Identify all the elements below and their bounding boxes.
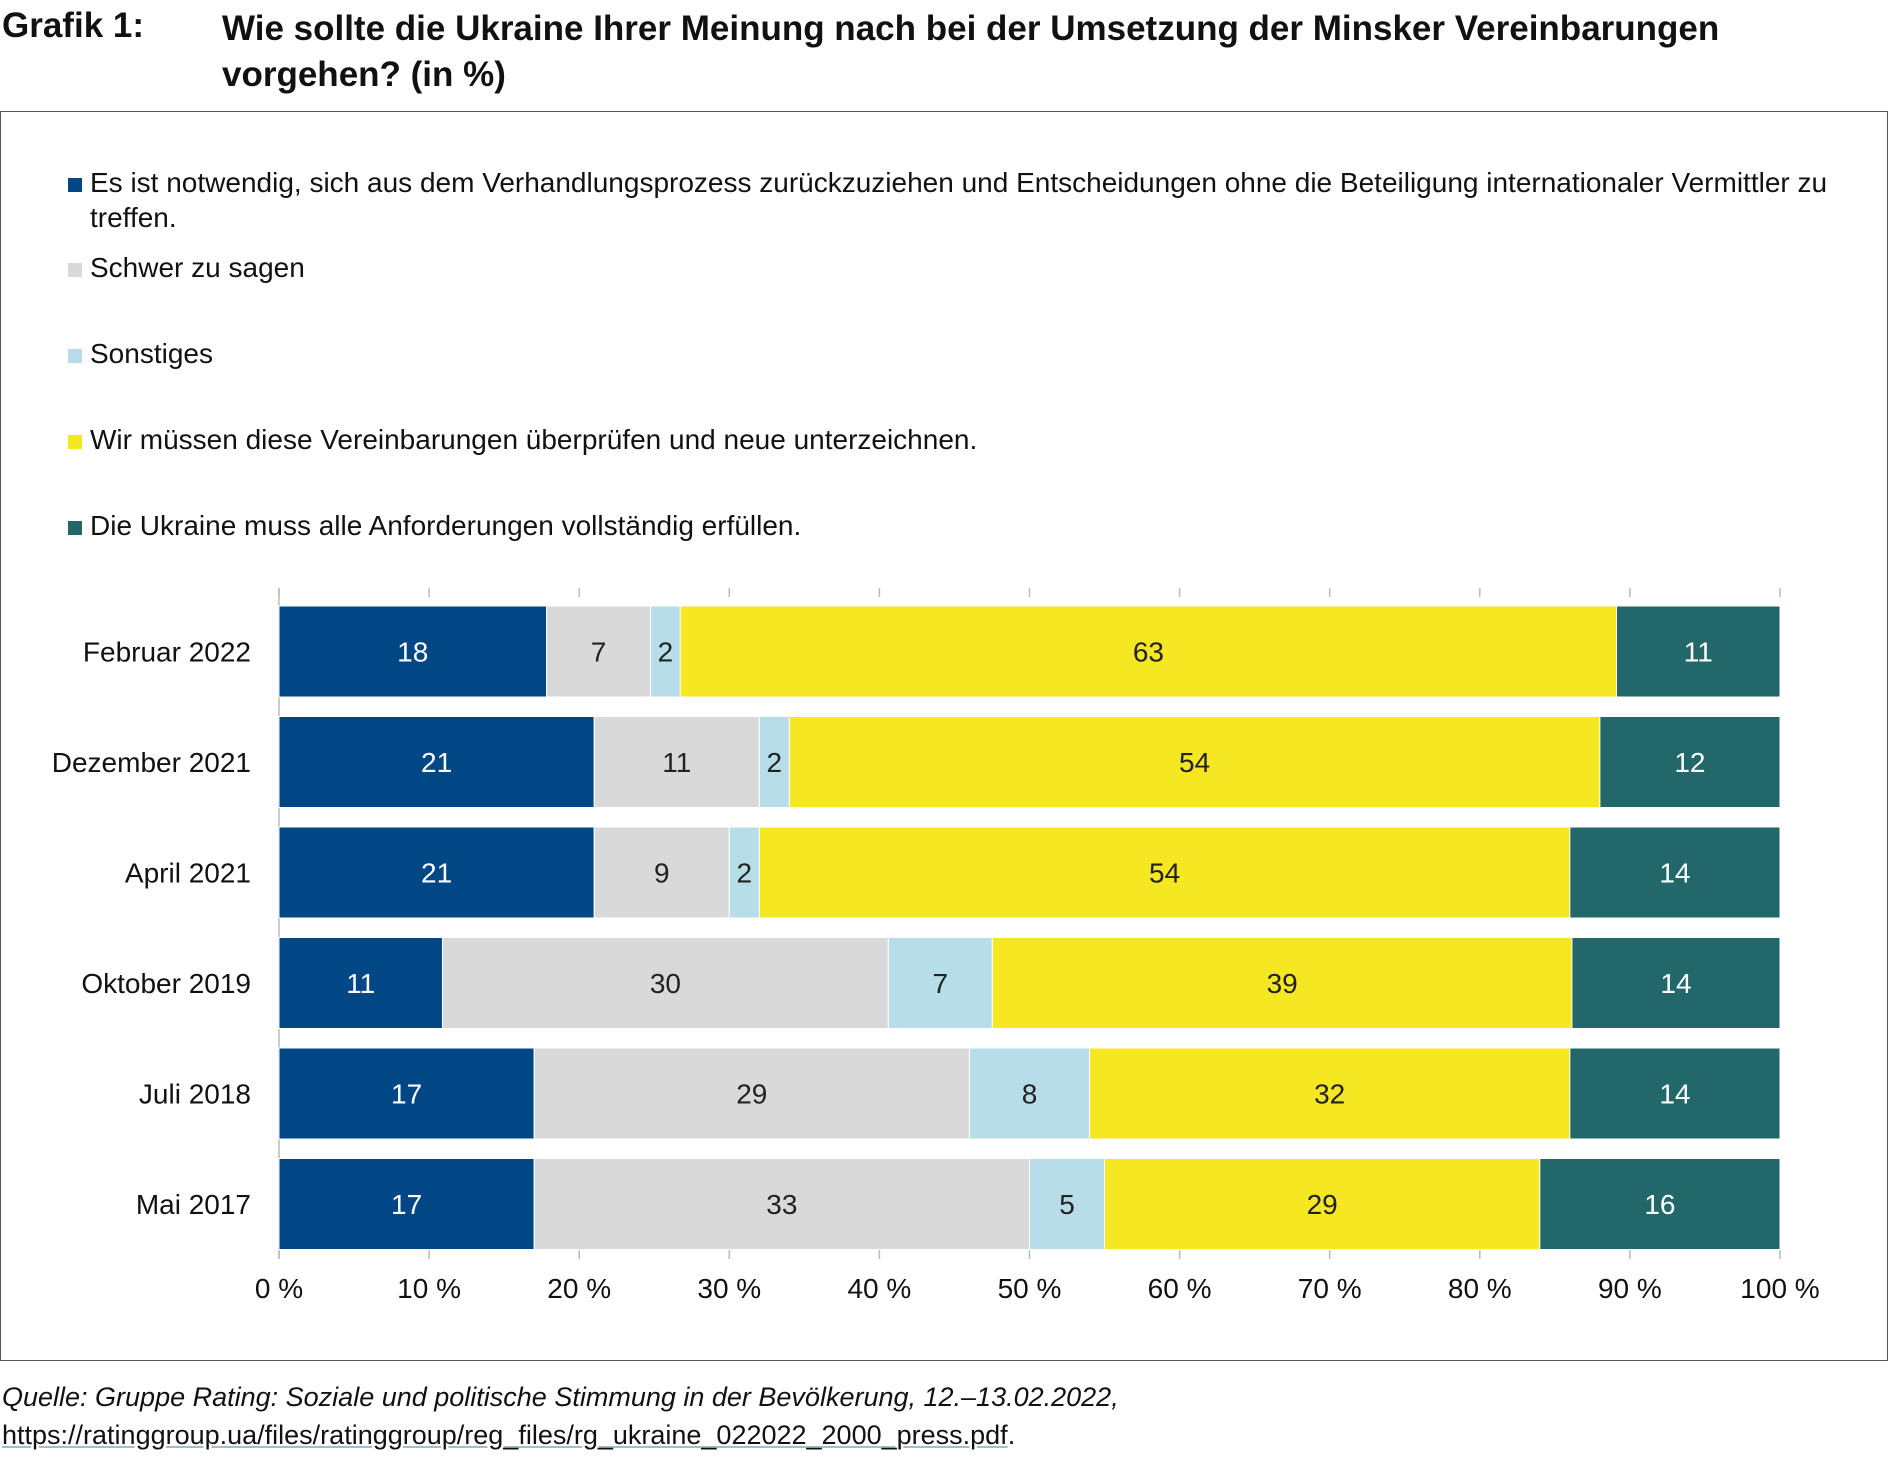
data-label-other: 2 <box>737 858 753 889</box>
bar-segment-renegotiate <box>991 937 1573 1029</box>
x-tick-label: 10 % <box>397 1273 461 1304</box>
category-label: Mai 2017 <box>136 1189 251 1220</box>
data-label-renegotiate: 63 <box>1133 637 1164 668</box>
stacked-bar-chart: 0 % 10 % 20 % 30 % 40 % 50 % 60 % 70 % 80 % 90 % 1… <box>52 588 1820 1304</box>
x-tick-label: 40 % <box>847 1273 911 1304</box>
x-tick-label: 0 % <box>255 1273 303 1304</box>
data-label-fulfill: 16 <box>1644 1189 1675 1220</box>
chart-frame <box>0 111 1888 1361</box>
bar-segment-fulfill <box>1539 1158 1781 1250</box>
bar-segment-other <box>728 826 760 919</box>
legend-swatch-renegotiate <box>68 435 82 449</box>
legend-item-fulfill: Die Ukraine muss alle Anforderungen voll… <box>68 508 1858 543</box>
data-label-other: 7 <box>933 968 949 999</box>
category-label: Juli 2018 <box>139 1079 251 1110</box>
source-note: Quelle: Gruppe Rating: Soziale und polit… <box>2 1378 1882 1454</box>
x-tick-label: 60 % <box>1148 1273 1212 1304</box>
category-label: April 2021 <box>125 858 251 889</box>
bar-segment-renegotiate <box>788 716 1601 808</box>
bar-segment-hard-to-say <box>533 1158 1030 1250</box>
bar-segment-renegotiate <box>758 826 1571 919</box>
x-tick-label: 100 % <box>1740 1273 1819 1304</box>
data-label-hard-to-say: 29 <box>736 1079 767 1110</box>
bar-segment-hard-to-say <box>593 826 730 919</box>
data-label-hard-to-say: 7 <box>591 637 607 668</box>
figure-label: Grafik 1: <box>2 6 144 45</box>
bar-segment-withdraw <box>278 1158 535 1250</box>
bar-segment-withdraw <box>278 716 595 808</box>
bar-segment-fulfill <box>1569 826 1781 919</box>
legend-item-hard-to-say: Schwer zu sagen <box>68 250 1858 285</box>
bar-segment-other <box>650 605 681 698</box>
x-tick-label: 30 % <box>697 1273 761 1304</box>
legend-label-hard-to-say: Schwer zu sagen <box>90 252 305 283</box>
data-label-other: 2 <box>658 637 674 668</box>
bar-segment-fulfill <box>1569 1047 1781 1140</box>
bar-segment-other <box>887 937 993 1029</box>
x-tick-label: 90 % <box>1598 1273 1662 1304</box>
legend-item-other: Sonstiges <box>68 336 1858 371</box>
data-label-hard-to-say: 11 <box>662 747 691 778</box>
bar-segment-other <box>1029 1158 1106 1250</box>
data-label-renegotiate: 29 <box>1307 1189 1338 1220</box>
data-label-renegotiate: 54 <box>1149 858 1180 889</box>
category-label: Oktober 2019 <box>81 968 251 999</box>
data-label-other: 8 <box>1022 1079 1038 1110</box>
data-label-fulfill: 11 <box>1684 637 1713 668</box>
category-label: Dezember 2021 <box>52 747 251 778</box>
source-end: . <box>1007 1420 1016 1450</box>
legend-label-other: Sonstiges <box>90 338 213 369</box>
bar-segment-fulfill <box>1616 605 1781 698</box>
data-label-fulfill: 14 <box>1660 968 1691 999</box>
x-tick-label: 50 % <box>998 1273 1062 1304</box>
legend-item-withdraw: Es ist notwendig, sich aus dem Verhandlu… <box>68 165 1858 235</box>
data-label-fulfill: 14 <box>1659 1079 1690 1110</box>
data-label-withdraw: 17 <box>391 1079 422 1110</box>
data-label-renegotiate: 39 <box>1267 968 1298 999</box>
data-label-withdraw: 21 <box>421 858 452 889</box>
x-tick-label: 20 % <box>547 1273 611 1304</box>
legend-label-withdraw: Es ist notwendig, sich aus dem Verhandlu… <box>90 167 1828 233</box>
data-label-other: 5 <box>1059 1189 1075 1220</box>
legend-swatch-fulfill <box>68 521 82 535</box>
source-link[interactable]: https://ratinggroup.ua/files/ratinggroup… <box>2 1420 1008 1450</box>
data-label-hard-to-say: 9 <box>654 858 670 889</box>
data-label-fulfill: 12 <box>1674 747 1705 778</box>
data-label-other: 2 <box>767 747 783 778</box>
legend-swatch-other <box>68 349 82 363</box>
source-text: Quelle: Gruppe Rating: Soziale und polit… <box>2 1382 1119 1412</box>
bar-segment-withdraw <box>278 826 595 919</box>
data-label-withdraw: 18 <box>397 637 428 668</box>
legend-swatch-withdraw <box>68 178 82 192</box>
bar-segment-hard-to-say <box>533 1047 970 1140</box>
x-tick-label: 80 % <box>1448 1273 1512 1304</box>
legend-label-fulfill: Die Ukraine muss alle Anforderungen voll… <box>90 510 802 541</box>
x-tick-label: 70 % <box>1298 1273 1362 1304</box>
data-label-fulfill: 14 <box>1659 858 1690 889</box>
data-label-withdraw: 21 <box>421 747 452 778</box>
bar-segment-withdraw <box>278 605 548 698</box>
data-label-hard-to-say: 33 <box>766 1189 797 1220</box>
legend-swatch-hard-to-say <box>68 263 82 277</box>
bar-segment-hard-to-say <box>593 716 760 808</box>
legend-label-renegotiate: Wir müssen diese Vereinbarungen überprüf… <box>90 424 978 455</box>
data-label-withdraw: 17 <box>391 1189 422 1220</box>
data-label-hard-to-say: 30 <box>650 968 681 999</box>
data-label-withdraw: 11 <box>346 968 375 999</box>
bar-segment-hard-to-say <box>546 605 652 698</box>
chart-title: Wie sollte die Ukraine Ihrer Meinung nac… <box>222 9 1720 94</box>
bar-segment-other <box>968 1047 1091 1140</box>
category-label: Februar 2022 <box>83 637 251 668</box>
bar-segment-fulfill <box>1599 716 1781 808</box>
bar-segment-renegotiate <box>1089 1047 1571 1140</box>
bar-segment-fulfill <box>1571 937 1781 1029</box>
legend-item-renegotiate: Wir müssen diese Vereinbarungen überprüf… <box>68 422 1858 457</box>
bar-segment-other <box>758 716 790 808</box>
data-label-renegotiate: 54 <box>1179 747 1210 778</box>
data-label-renegotiate: 32 <box>1314 1079 1345 1110</box>
bar-segment-renegotiate <box>679 605 1618 698</box>
